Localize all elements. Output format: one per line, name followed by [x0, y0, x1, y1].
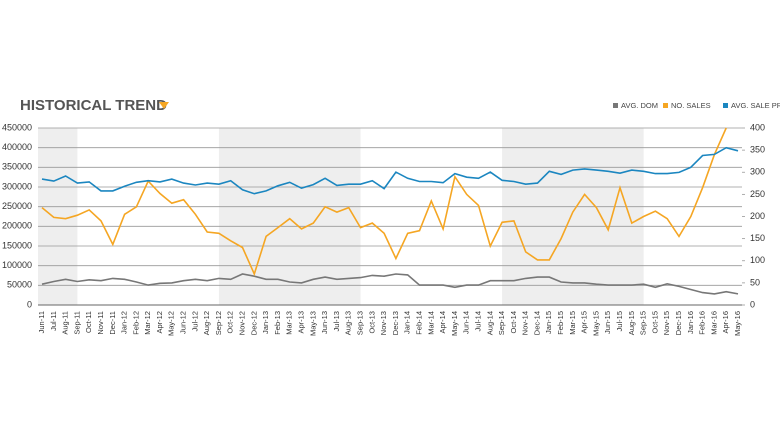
- x-tick-label: Mar-12: [143, 311, 152, 335]
- x-tick-label: Jun-14: [462, 311, 471, 334]
- y2-tick-label: 400: [750, 122, 765, 132]
- y2-tick-label: 0: [750, 299, 755, 309]
- legend-label: AVG. SALE PRICE: [731, 101, 780, 110]
- y-tick-label: 50000: [7, 280, 32, 290]
- x-tick-label: Sep-12: [214, 311, 223, 335]
- x-tick-label: Oct-13: [367, 311, 376, 334]
- x-tick-label: Apr-15: [580, 311, 589, 334]
- y-tick-label: 200000: [2, 221, 32, 231]
- x-tick-label: Jun-11: [37, 311, 46, 333]
- legend-swatch: [723, 103, 728, 108]
- x-tick-label: Oct-14: [509, 311, 518, 334]
- year-band: [502, 128, 644, 305]
- x-tick-label: May-15: [591, 311, 600, 336]
- x-tick-label: Jun-12: [179, 311, 188, 334]
- x-tick-label: Aug-15: [627, 311, 636, 335]
- x-tick-label: Aug-11: [61, 311, 70, 335]
- x-tick-label: May-14: [450, 311, 459, 336]
- x-tick-label: Oct-12: [226, 311, 235, 334]
- y2-tick-label: 350: [750, 145, 765, 155]
- y-tick-label: 300000: [2, 181, 32, 191]
- x-tick-label: Feb-15: [556, 311, 565, 335]
- x-tick-label: Jul-11: [49, 311, 58, 331]
- chart-title: HISTORICAL TREND: [20, 97, 167, 114]
- x-tick-label: Nov-15: [662, 311, 671, 335]
- x-tick-label: Jan-15: [544, 311, 553, 334]
- legend-label: AVG. DOM: [621, 101, 658, 110]
- x-tick-label: Nov-14: [521, 311, 530, 335]
- x-tick-label: Jul-15: [615, 311, 624, 331]
- y-tick-label: 250000: [2, 201, 32, 211]
- x-tick-label: Sep-11: [72, 311, 81, 335]
- x-tick-label: Aug-13: [344, 311, 353, 335]
- x-tick-label: Oct-15: [650, 311, 659, 334]
- x-tick-label: Aug-14: [485, 311, 494, 335]
- x-tick-label: Dec-11: [108, 311, 117, 335]
- x-tick-label: Apr-13: [297, 311, 306, 334]
- series-line: [41, 273, 739, 295]
- x-tick-label: Apr-12: [155, 311, 164, 334]
- x-tick-label: Dec-13: [391, 311, 400, 335]
- y2-tick-label: 150: [750, 233, 765, 243]
- series-line: [41, 127, 727, 277]
- x-tick-label: Sep-14: [497, 311, 506, 335]
- y-tick-label: 100000: [2, 260, 32, 270]
- legend-swatch: [613, 103, 618, 108]
- x-tick-label: Feb-13: [273, 311, 282, 335]
- title-arrow: [159, 102, 169, 109]
- x-tick-label: Mar-15: [568, 311, 577, 335]
- x-tick-label: Jan-12: [120, 311, 129, 334]
- x-tick-label: May-13: [308, 311, 317, 336]
- x-tick-label: Apr-16: [721, 311, 730, 334]
- x-tick-label: Sep-15: [639, 311, 648, 335]
- x-tick-label: Jul-14: [473, 311, 482, 331]
- x-tick-label: Jun-13: [320, 311, 329, 334]
- y2-tick-label: 100: [750, 255, 765, 265]
- y-tick-label: 350000: [2, 162, 32, 172]
- x-tick-label: Jun-15: [603, 311, 612, 334]
- x-tick-label: Apr-14: [438, 311, 447, 334]
- x-tick-label: Feb-12: [131, 311, 140, 335]
- x-tick-label: Nov-12: [238, 311, 247, 335]
- y-tick-label: 0: [27, 299, 32, 309]
- x-tick-label: Mar-14: [426, 311, 435, 335]
- x-tick-label: Feb-14: [414, 311, 423, 335]
- x-tick-label: Mar-16: [709, 311, 718, 335]
- y-tick-label: 450000: [2, 122, 32, 132]
- legend-label: NO. SALES: [671, 101, 711, 110]
- legend-swatch: [663, 103, 668, 108]
- x-tick-label: Feb-16: [698, 311, 707, 335]
- series-line: [41, 146, 739, 195]
- x-tick-label: Jul-12: [190, 311, 199, 331]
- x-tick-label: Sep-13: [355, 311, 364, 335]
- x-tick-label: Jan-16: [686, 311, 695, 334]
- x-tick-label: Jan-13: [261, 311, 270, 334]
- y2-tick-label: 300: [750, 167, 765, 177]
- x-tick-label: May-16: [733, 311, 742, 336]
- x-tick-label: Aug-12: [202, 311, 211, 335]
- x-tick-label: Nov-13: [379, 311, 388, 335]
- x-tick-label: Jul-13: [332, 311, 341, 331]
- x-tick-label: Oct-11: [84, 311, 93, 333]
- x-tick-label: Jan-14: [403, 311, 412, 334]
- year-band: [218, 128, 361, 305]
- x-tick-label: Mar-13: [285, 311, 294, 335]
- x-tick-label: Dec-14: [532, 311, 541, 335]
- y2-tick-label: 50: [750, 277, 760, 287]
- x-tick-label: Nov-11: [96, 311, 105, 335]
- y2-tick-label: 200: [750, 211, 765, 221]
- x-tick-label: Dec-15: [674, 311, 683, 335]
- x-tick-label: May-12: [167, 311, 176, 336]
- y2-tick-label: 250: [750, 189, 765, 199]
- x-tick-label: Dec-12: [249, 311, 258, 335]
- y-tick-label: 400000: [2, 142, 32, 152]
- y-tick-label: 150000: [2, 240, 32, 250]
